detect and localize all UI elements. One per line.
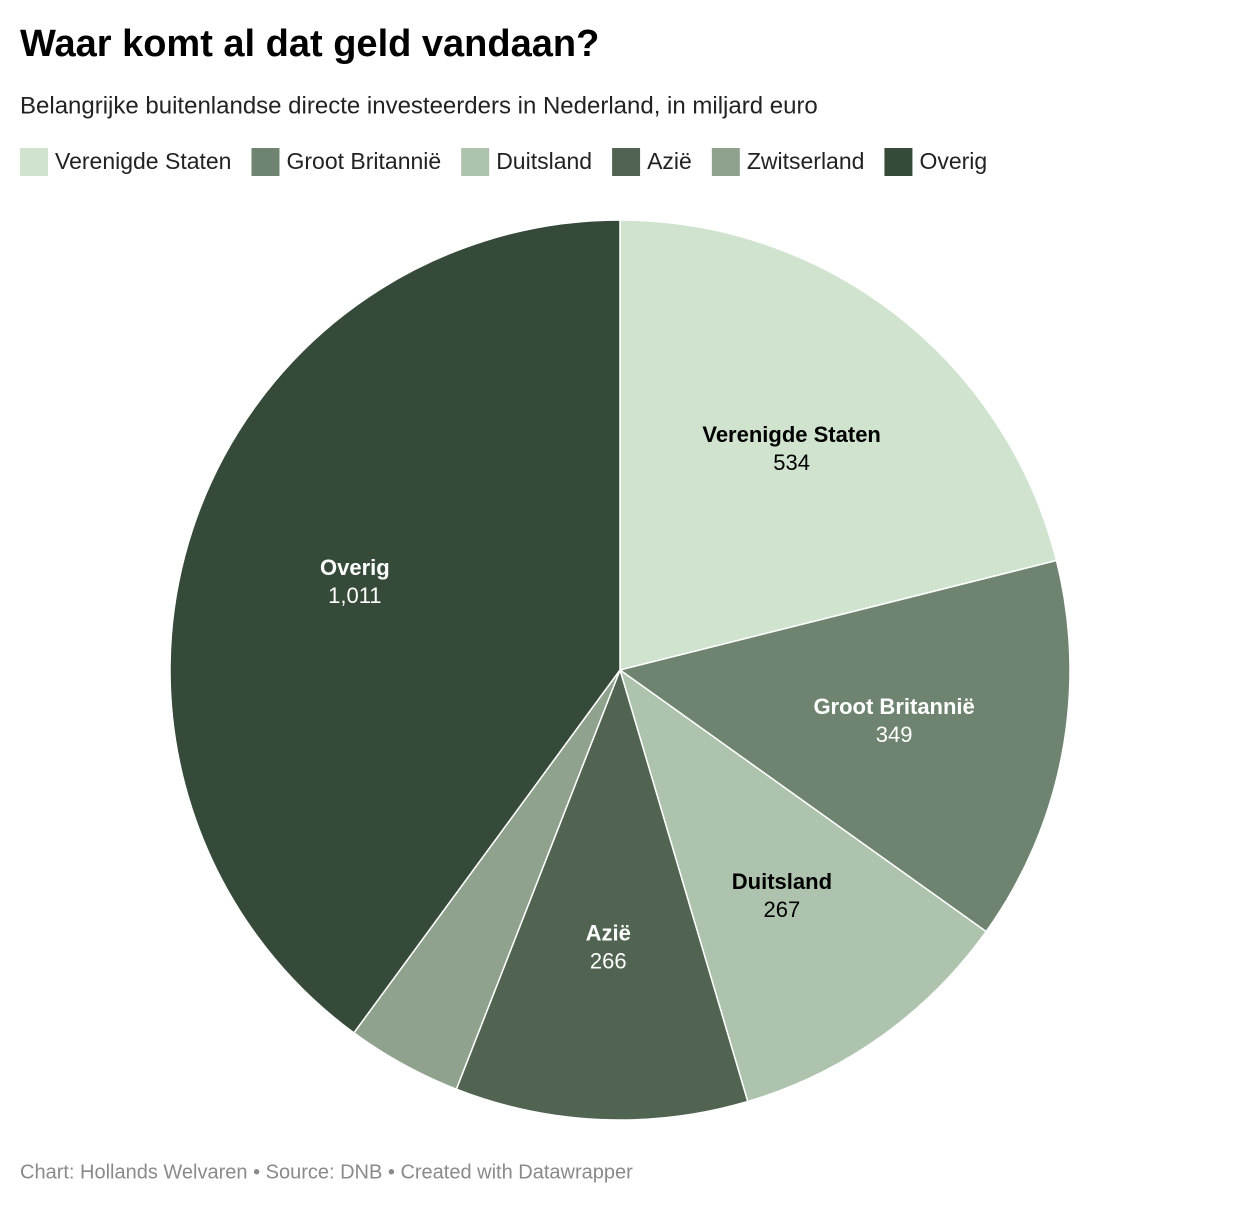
pie xyxy=(169,219,1071,1121)
legend-swatch xyxy=(461,148,490,176)
legend-label: Verenigde Staten xyxy=(55,148,231,174)
slice-value: 266 xyxy=(590,949,627,974)
slice-label: Groot Britannië xyxy=(813,694,974,719)
legend-label: Azië xyxy=(647,148,692,174)
slice-value: 534 xyxy=(773,450,810,475)
legend-swatch xyxy=(711,148,740,176)
slice-value: 1,011 xyxy=(328,583,381,608)
legend-label: Overig xyxy=(919,148,987,174)
slice-labels: Verenigde Staten 534 Groot Britannië 349 Dui… xyxy=(320,422,975,974)
legend: Verenigde Staten Groot Britannië Duitsland… xyxy=(20,148,987,176)
slice-label: Overig xyxy=(320,555,390,580)
slice-label: Azië xyxy=(586,921,631,946)
legend-swatch xyxy=(612,148,641,176)
legend-label: Zwitserland xyxy=(747,148,865,174)
pie-slice xyxy=(619,219,1058,671)
pie-slice xyxy=(169,219,621,1034)
chart-title: Waar komt al dat geld vandaan? xyxy=(20,23,599,65)
slice-label: Duitsland xyxy=(732,869,832,894)
pie-slice xyxy=(618,559,1071,933)
pie-slice xyxy=(455,667,749,1121)
footer: Chart: Hollands Welvaren • Source: DNB •… xyxy=(20,1161,633,1183)
legend-swatch xyxy=(884,148,913,176)
chart-subtitle: Belangrijke buitenlandse directe investe… xyxy=(20,92,818,119)
legend-swatch xyxy=(251,148,280,176)
legend-label: Groot Britannië xyxy=(286,148,441,174)
pie-slice xyxy=(618,668,988,1103)
legend-label: Duitsland xyxy=(496,148,592,174)
legend-swatch xyxy=(20,148,48,176)
slice-label: Verenigde Staten xyxy=(702,422,881,447)
slice-value: 267 xyxy=(764,897,801,922)
slice-value: 349 xyxy=(876,722,913,747)
